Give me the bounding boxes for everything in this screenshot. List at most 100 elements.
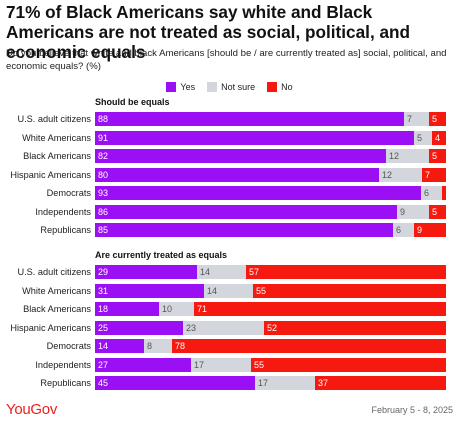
bar-are-currently-treated-as-equals-republicans: 45 17 37	[95, 376, 446, 390]
bar-are-currently-treated-as-equals-u-s-adult-citizens: 29 14 57	[95, 265, 446, 279]
bar-should-be-equals-independents: 86 9 5	[95, 204, 446, 219]
bar-should-be-equals-hispanic-americans: 80 12 7	[95, 167, 446, 182]
data-label: 14	[200, 267, 211, 277]
data-label: 17	[258, 378, 269, 388]
bar-segment-no: 52	[264, 320, 446, 335]
bar-segment-yes: 93	[95, 186, 421, 200]
bar-segment-not-sure: 12	[386, 149, 429, 163]
row-label-republicans: Republicans	[40, 378, 91, 388]
row-label-independents: Independents	[35, 206, 91, 217]
data-label: 23	[186, 322, 197, 333]
bar-segment-yes: 91	[95, 130, 414, 145]
section-title-are-currently-treated-as-equals: Are currently treated as equals	[95, 250, 228, 260]
chart-subtitle: Do you believe that white and black Amer…	[6, 48, 447, 72]
bar-should-be-equals-democrats: 93 6	[95, 186, 446, 200]
data-label: 7	[425, 169, 431, 180]
data-label: 12	[382, 169, 393, 180]
legend-swatch-not-sure	[207, 82, 218, 92]
bar-are-currently-treated-as-equals-black-americans: 18 10 71	[95, 302, 446, 316]
bar-segment-not-sure: 12	[379, 167, 422, 182]
bar-segment-no: 78	[172, 339, 446, 353]
bar-segment-no: 9	[414, 223, 446, 237]
row-label-black-americans: Black Americans	[23, 304, 91, 314]
bar-segment-not-sure: 14	[204, 283, 253, 298]
bar-segment-not-sure: 9	[397, 204, 429, 219]
bar-segment-not-sure: 8	[144, 339, 172, 353]
bar-segment-not-sure: 14	[197, 265, 246, 279]
bar-segment-no: 4	[432, 130, 446, 145]
bar-segment-not-sure: 17	[255, 376, 315, 390]
data-label: 5	[432, 151, 438, 161]
data-label: 55	[254, 359, 265, 370]
data-label: 6	[424, 188, 430, 198]
row-label-hispanic-americans: Hispanic Americans	[10, 169, 91, 180]
data-label: 80	[98, 169, 109, 180]
data-label: 37	[318, 378, 329, 388]
data-label: 71	[197, 304, 208, 314]
row-label-hispanic-americans: Hispanic Americans	[10, 322, 91, 333]
bar-segment-yes: 27	[95, 357, 191, 372]
data-label: 9	[417, 225, 423, 235]
bar-segment-not-sure: 6	[421, 186, 442, 200]
bar-are-currently-treated-as-equals-democrats: 14 8 78	[95, 339, 446, 353]
bar-segment-not-sure: 10	[159, 302, 194, 316]
bar-segment-yes: 31	[95, 283, 204, 298]
bar-segment-no: 57	[246, 265, 446, 279]
data-label: 55	[256, 285, 267, 296]
bar-segment-no	[442, 186, 446, 200]
data-label: 10	[162, 304, 173, 314]
data-label: 52	[267, 322, 278, 333]
row-label-democrats: Democrats	[46, 188, 91, 198]
bar-should-be-equals-white-americans: 91 5 4	[95, 130, 446, 145]
legend-label-not-sure: Not sure	[221, 82, 256, 92]
bar-segment-no: 5	[429, 112, 446, 126]
bar-segment-yes: 14	[95, 339, 144, 353]
chart-title: 71% of Black Americans say white and Bla…	[6, 2, 411, 62]
legend-item-no: No	[267, 81, 293, 93]
bar-segment-not-sure: 6	[393, 223, 414, 237]
yougov-logo: YouGov	[6, 401, 58, 418]
row-label-u-s-adult-citizens: U.S. adult citizens	[17, 267, 91, 277]
legend-swatch-yes	[166, 82, 177, 92]
row-label-democrats: Democrats	[46, 341, 91, 351]
bar-are-currently-treated-as-equals-independents: 27 17 55	[95, 357, 446, 372]
row-label-republicans: Republicans	[40, 225, 91, 235]
data-label: 9	[400, 206, 406, 217]
legend-swatch-no	[267, 82, 278, 92]
data-label: 57	[249, 267, 260, 277]
data-label: 78	[175, 341, 186, 351]
bar-segment-yes: 45	[95, 376, 255, 390]
bar-segment-yes: 86	[95, 204, 397, 219]
bar-segment-not-sure: 23	[183, 320, 264, 335]
row-label-u-s-adult-citizens: U.S. adult citizens	[17, 114, 91, 124]
bar-segment-not-sure: 5	[414, 130, 432, 145]
data-label: 86	[98, 206, 109, 217]
data-label: 4	[435, 132, 441, 143]
data-label: 25	[98, 322, 109, 333]
legend-label-no: No	[281, 82, 293, 92]
row-label-white-americans: White Americans	[22, 132, 91, 143]
bar-segment-yes: 88	[95, 112, 404, 126]
bar-segment-not-sure: 17	[191, 357, 251, 372]
data-label: 7	[407, 114, 413, 124]
data-label: 29	[98, 267, 109, 277]
row-label-independents: Independents	[35, 359, 91, 370]
bar-segment-yes: 25	[95, 320, 183, 335]
data-label: 14	[207, 285, 218, 296]
survey-date: February 5 - 8, 2025	[371, 405, 453, 415]
data-label: 5	[432, 206, 438, 217]
data-label: 17	[194, 359, 205, 370]
section-title-should-be-equals: Should be equals	[95, 97, 170, 107]
bar-should-be-equals-u-s-adult-citizens: 88 7 5	[95, 112, 446, 126]
bar-segment-no: 55	[251, 357, 446, 372]
bar-segment-no: 7	[422, 167, 446, 182]
bar-segment-yes: 80	[95, 167, 379, 182]
data-label: 82	[98, 151, 109, 161]
legend-item-yes: Yes	[166, 81, 195, 93]
bar-segment-no: 55	[253, 283, 446, 298]
data-label: 5	[417, 132, 423, 143]
data-label: 6	[396, 225, 402, 235]
bar-should-be-equals-black-americans: 82 12 5	[95, 149, 446, 163]
data-label: 5	[432, 114, 438, 124]
data-label: 85	[98, 225, 109, 235]
